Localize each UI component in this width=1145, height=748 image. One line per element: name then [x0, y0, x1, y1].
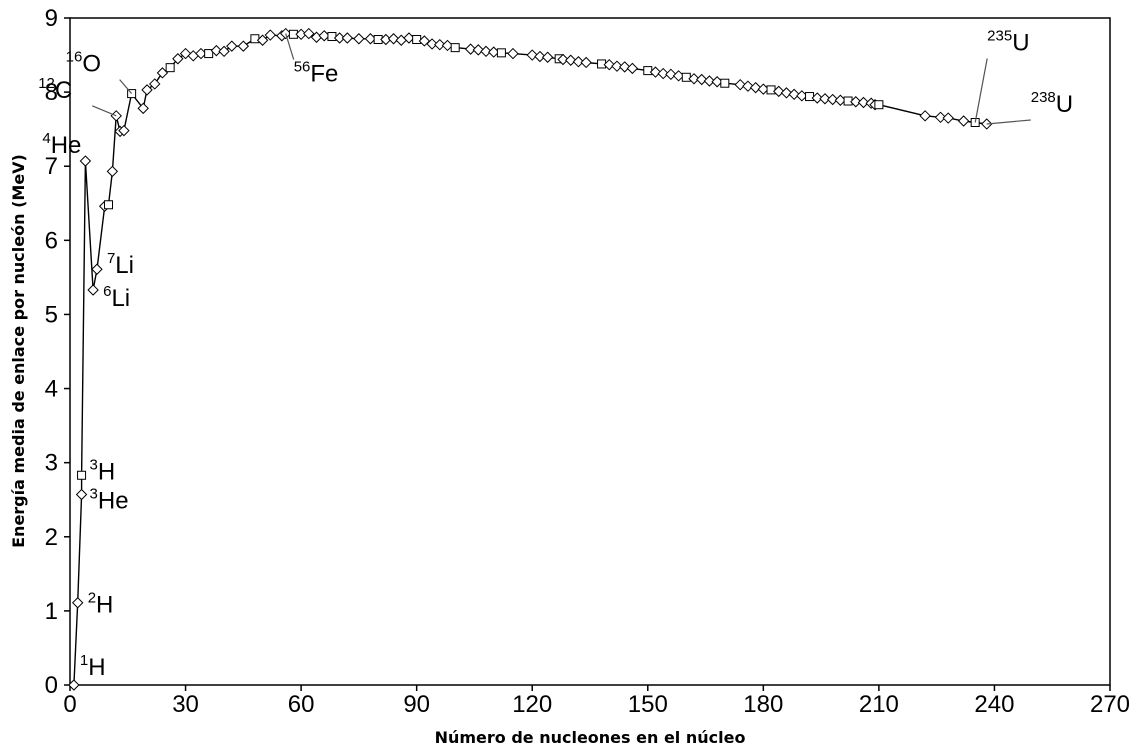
data-point [166, 64, 174, 72]
annotation-leader [92, 106, 116, 116]
data-point [959, 116, 969, 126]
data-line [74, 34, 987, 685]
x-tick-label: 0 [63, 691, 76, 718]
data-point [73, 598, 83, 608]
data-markers [69, 29, 992, 690]
isotope-label-235u: 235U [987, 27, 1029, 56]
y-axis-label: Energía media de enlace por nucleón (MeV… [9, 154, 28, 548]
x-tick-label: 30 [172, 691, 199, 718]
y-tick-label: 2 [45, 524, 58, 551]
data-point [943, 113, 953, 123]
data-point [265, 30, 275, 40]
data-point [644, 67, 652, 75]
x-tick-label: 270 [1090, 691, 1130, 718]
isotope-label-7li: 7Li [107, 250, 134, 279]
x-tick-label: 120 [512, 691, 552, 718]
data-point [105, 201, 113, 209]
x-tick-label: 150 [628, 691, 668, 718]
data-point [77, 490, 87, 500]
data-point [328, 33, 336, 41]
data-point [413, 35, 421, 43]
data-point [80, 156, 90, 166]
y-tick-label: 0 [45, 672, 58, 699]
isotope-label-16o: 16O [66, 49, 101, 78]
data-point [219, 46, 229, 56]
data-point [342, 33, 352, 43]
y-tick-label: 5 [45, 301, 58, 328]
data-point [107, 166, 117, 176]
y-tick-label: 4 [45, 376, 58, 403]
data-point [88, 285, 98, 295]
data-point [508, 49, 518, 59]
isotope-label-6li: 6Li [103, 283, 130, 312]
data-point [767, 86, 775, 94]
data-point [497, 49, 505, 57]
annotation-leader [975, 58, 987, 122]
x-tick-label: 180 [743, 691, 783, 718]
isotope-label-3h: 3H [90, 456, 116, 485]
data-point [227, 41, 237, 51]
plot-frame [70, 18, 1110, 685]
data-point [238, 41, 248, 51]
data-point [354, 34, 364, 44]
y-tick-label: 1 [45, 598, 58, 625]
y-tick-label: 6 [45, 227, 58, 254]
data-point [543, 52, 553, 62]
data-point [806, 93, 814, 101]
data-point [920, 111, 930, 121]
isotope-label-56fe: 56Fe [294, 59, 339, 88]
isotope-label-12c: 12C [38, 75, 72, 104]
annotation-leader [120, 80, 132, 94]
annotation-leader [987, 120, 1031, 124]
axis-ticks: 0 30 60 90 120 150 180 210 240 2700123456789 [45, 5, 1130, 718]
isotope-label-1h: 1H [80, 652, 106, 681]
x-tick-label: 240 [974, 691, 1014, 718]
data-point [78, 471, 86, 479]
data-point [92, 264, 102, 274]
isotope-label-238u: 238U [1031, 89, 1073, 118]
data-point [251, 35, 259, 43]
data-point [581, 57, 591, 67]
data-point [875, 101, 883, 109]
data-point [451, 44, 459, 52]
x-tick-label: 90 [403, 691, 430, 718]
x-tick-label: 210 [859, 691, 899, 718]
binding-energy-line [74, 34, 987, 685]
data-point [721, 79, 729, 87]
data-point [627, 63, 637, 73]
data-point [682, 73, 690, 81]
x-axis-label: Número de nucleones en el núcleo [435, 728, 746, 747]
isotope-label-2h: 2H [88, 590, 114, 619]
x-tick-label: 60 [288, 691, 315, 718]
y-tick-label: 3 [45, 450, 58, 477]
isotope-label-3he: 3He [90, 486, 129, 515]
y-tick-label: 9 [45, 5, 58, 32]
